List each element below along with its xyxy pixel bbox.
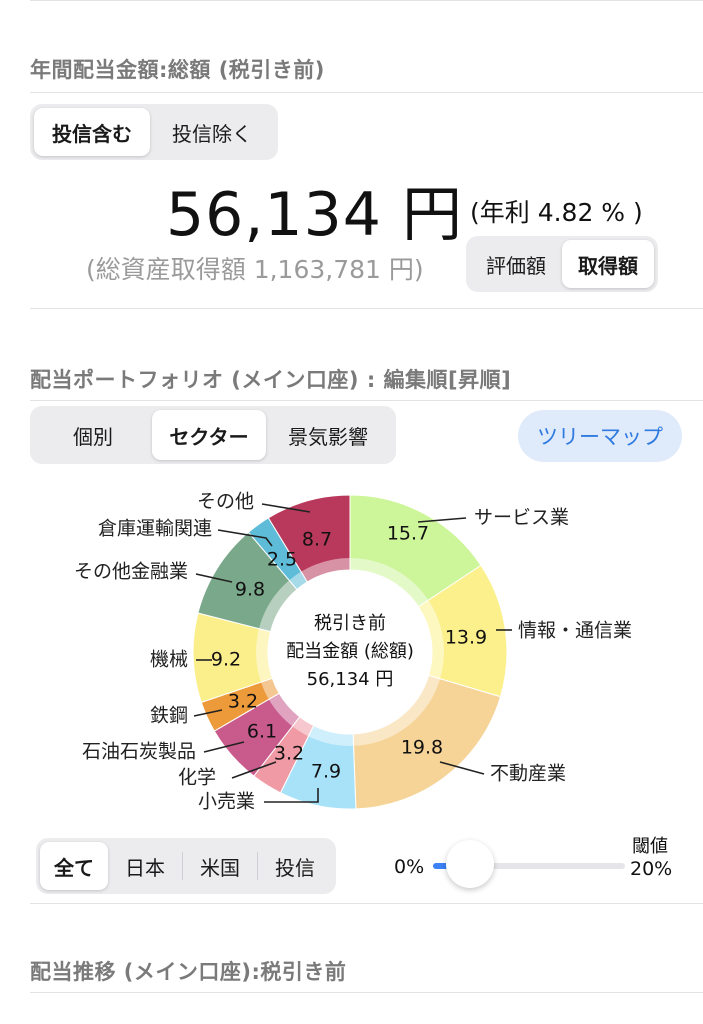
dividend-history-title: 配当推移 (メイン口座):税引き前 — [30, 960, 347, 984]
divider — [30, 400, 703, 401]
portfolio-title: 配当ポートフォリオ (メイン口座) : 編集順[昇順] — [30, 368, 512, 392]
leader-line — [417, 517, 467, 523]
sector-value: 19.8 — [401, 737, 443, 759]
tab-economic-impact[interactable]: 景気影響 — [288, 424, 368, 449]
filter-japan[interactable]: 日本 — [125, 855, 165, 880]
leader-line — [231, 761, 277, 779]
fund-toggle: 投信含む 投信除く — [30, 104, 278, 160]
divider — [30, 903, 703, 904]
sector-label: 不動産業 — [490, 763, 566, 785]
filter-us[interactable]: 米国 — [200, 855, 240, 880]
yield-text: (年利 4.82 % ) — [470, 198, 643, 227]
donut-hole — [268, 570, 432, 734]
sector-label: 鉄鋼 — [150, 705, 188, 727]
include-funds-button[interactable]: 投信含む — [34, 108, 150, 156]
sector-value: 8.7 — [302, 529, 332, 551]
sector-label: 小売業 — [198, 791, 255, 813]
sector-value: 9.8 — [235, 579, 265, 601]
divider — [30, 308, 703, 309]
sector-value: 13.9 — [445, 627, 487, 649]
leader-line — [261, 503, 311, 513]
filter-funds[interactable]: 投信 — [275, 855, 315, 880]
sector-value: 6.1 — [247, 721, 277, 743]
filter-all[interactable]: 全て — [40, 842, 108, 890]
portfolio-tabs: 個別 セクター 景気影響 — [30, 406, 396, 464]
sector-value: 15.7 — [387, 523, 429, 545]
sector-value: 7.9 — [311, 761, 341, 783]
leader-line — [203, 741, 245, 753]
leader-line — [439, 761, 485, 775]
sector-label: 機械 — [150, 649, 188, 671]
donut-center-text: 56,134 円 — [307, 669, 394, 690]
annual-dividend-amount: 56,134 円 — [166, 180, 464, 250]
tab-sector[interactable]: セクター — [152, 410, 266, 460]
donut-inner-ring — [256, 558, 444, 746]
divider — [30, 992, 703, 993]
treemap-button[interactable]: ツリーマップ — [518, 410, 682, 462]
sector-label: その他 — [197, 491, 254, 513]
sector-value: 2.5 — [267, 549, 297, 571]
sector-donut-chart: サービス業 15.7 情報・通信業 13.9 不動産業 19.8 小売業 7.9 化学 3.2 石油… — [74, 491, 632, 813]
sector-label: 倉庫運輸関連 — [98, 518, 212, 540]
threshold-slider-knob[interactable] — [446, 840, 494, 888]
annual-dividend-title: 年間配当金額:総額 (税引き前) — [30, 58, 325, 82]
threshold-slider-track[interactable] — [433, 863, 625, 869]
threshold-max-label: 20% — [630, 858, 673, 880]
threshold-min-label: 0% — [394, 856, 425, 878]
sector-value: 3.2 — [274, 743, 304, 765]
sector-label: その他金融業 — [74, 561, 188, 583]
valuation-basis-button[interactable]: 評価額 — [486, 253, 546, 278]
threshold-slider-fill — [433, 863, 453, 869]
threshold-label: 閾値 — [632, 836, 668, 857]
donut-center-text: 配当金額 (総額) — [286, 641, 414, 662]
tab-individual[interactable]: 個別 — [73, 424, 113, 449]
acquisition-basis-button[interactable]: 取得額 — [562, 240, 654, 288]
basis-toggle: 評価額 取得額 — [466, 236, 658, 292]
divider — [30, 92, 703, 93]
divider — [257, 851, 258, 881]
acquisition-total-text: (総資産取得額 1,163,781 円) — [86, 255, 424, 284]
sector-label: 石油石炭製品 — [82, 741, 196, 763]
sector-label: 化学 — [178, 767, 216, 789]
donut-center-text: 税引き前 — [314, 613, 386, 634]
sector-label: サービス業 — [474, 507, 569, 529]
leader-line — [195, 573, 233, 583]
leader-line — [217, 529, 273, 547]
top-divider — [30, 0, 703, 1]
exclude-funds-button[interactable]: 投信除く — [172, 121, 252, 146]
sector-value: 9.2 — [211, 649, 241, 671]
leader-line — [264, 788, 319, 803]
sector-value: 3.2 — [228, 691, 258, 713]
region-filter: 全て 日本 米国 投信 — [36, 838, 336, 894]
sector-label: 情報・通信業 — [518, 620, 632, 642]
leader-line — [193, 709, 223, 717]
divider — [182, 851, 183, 881]
